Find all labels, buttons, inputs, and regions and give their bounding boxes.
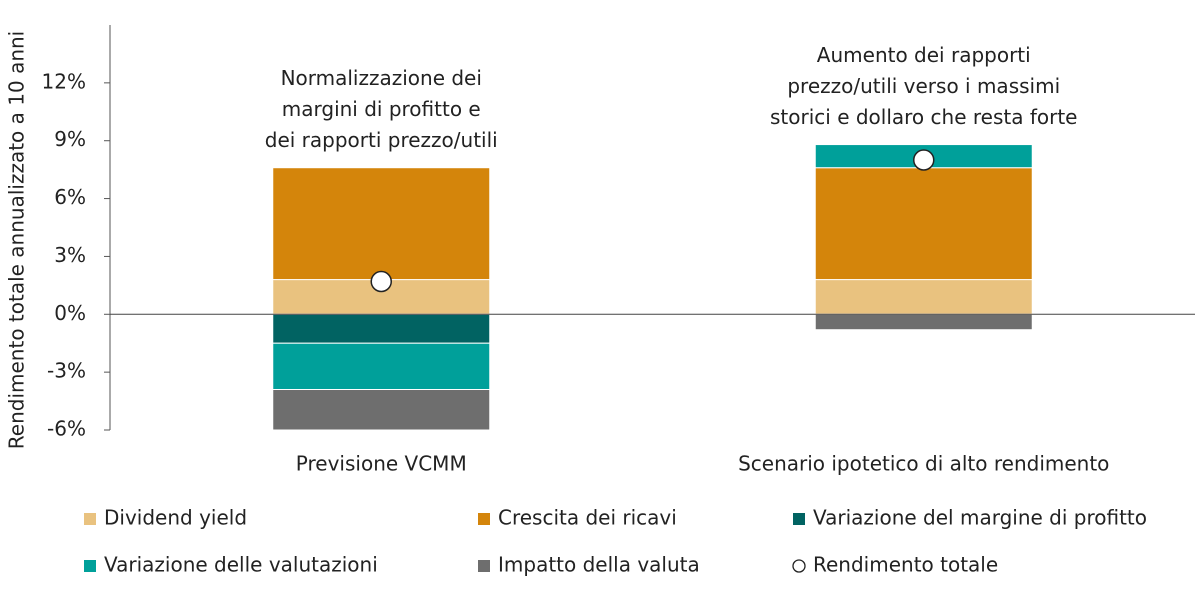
legend-swatch [84,513,96,525]
bar-segment [814,167,1033,281]
legend-swatch [84,560,96,572]
y-tick-label: 0% [54,301,86,325]
annotation: Aumento dei rapporti [817,43,1031,67]
legend-marker [792,559,806,573]
legend-swatch [478,513,490,525]
y-tick-label: 6% [54,185,86,209]
bar-segment [272,342,491,391]
legend-label: Crescita dei ricavi [498,506,677,530]
x-tick-label: Previsione VCMM [296,452,467,476]
bar-segment [814,279,1033,315]
y-tick-label: 3% [54,243,86,267]
y-tick-label: -6% [47,417,86,441]
annotation: Normalizzazione dei [281,66,482,90]
annotation: storici e dollaro che resta forte [770,105,1077,129]
y-tick-label: 12% [42,69,86,93]
y-tick-label: 9% [54,127,86,151]
annotation: prezzo/utili verso i massimi [787,74,1060,98]
total-marker [913,149,935,171]
annotation: margini di profitto e [282,97,481,121]
legend-label: Rendimento totale [813,553,998,577]
legend-swatch [478,560,490,572]
bar-segment [814,313,1033,331]
legend-label: Variazione delle valutazioni [104,553,378,577]
x-tick-label: Scenario ipotetico di alto rendimento [738,452,1109,476]
legend-label: Dividend yield [104,506,247,530]
legend-swatch [793,513,805,525]
y-tick-label: -3% [47,359,86,383]
legend-label: Impatto della valuta [498,553,700,577]
y-axis-label: Rendimento totale annualizzato a 10 anni [5,31,29,449]
bar-segment [272,389,491,431]
bar-segment [272,313,491,344]
annotation: dei rapporti prezzo/utili [265,128,498,152]
total-marker [370,270,392,293]
legend-label: Variazione del margine di profitto [813,506,1147,530]
bar-segment [272,167,491,281]
